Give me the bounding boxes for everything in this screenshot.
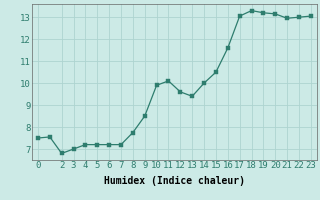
X-axis label: Humidex (Indice chaleur): Humidex (Indice chaleur) [104, 176, 245, 186]
